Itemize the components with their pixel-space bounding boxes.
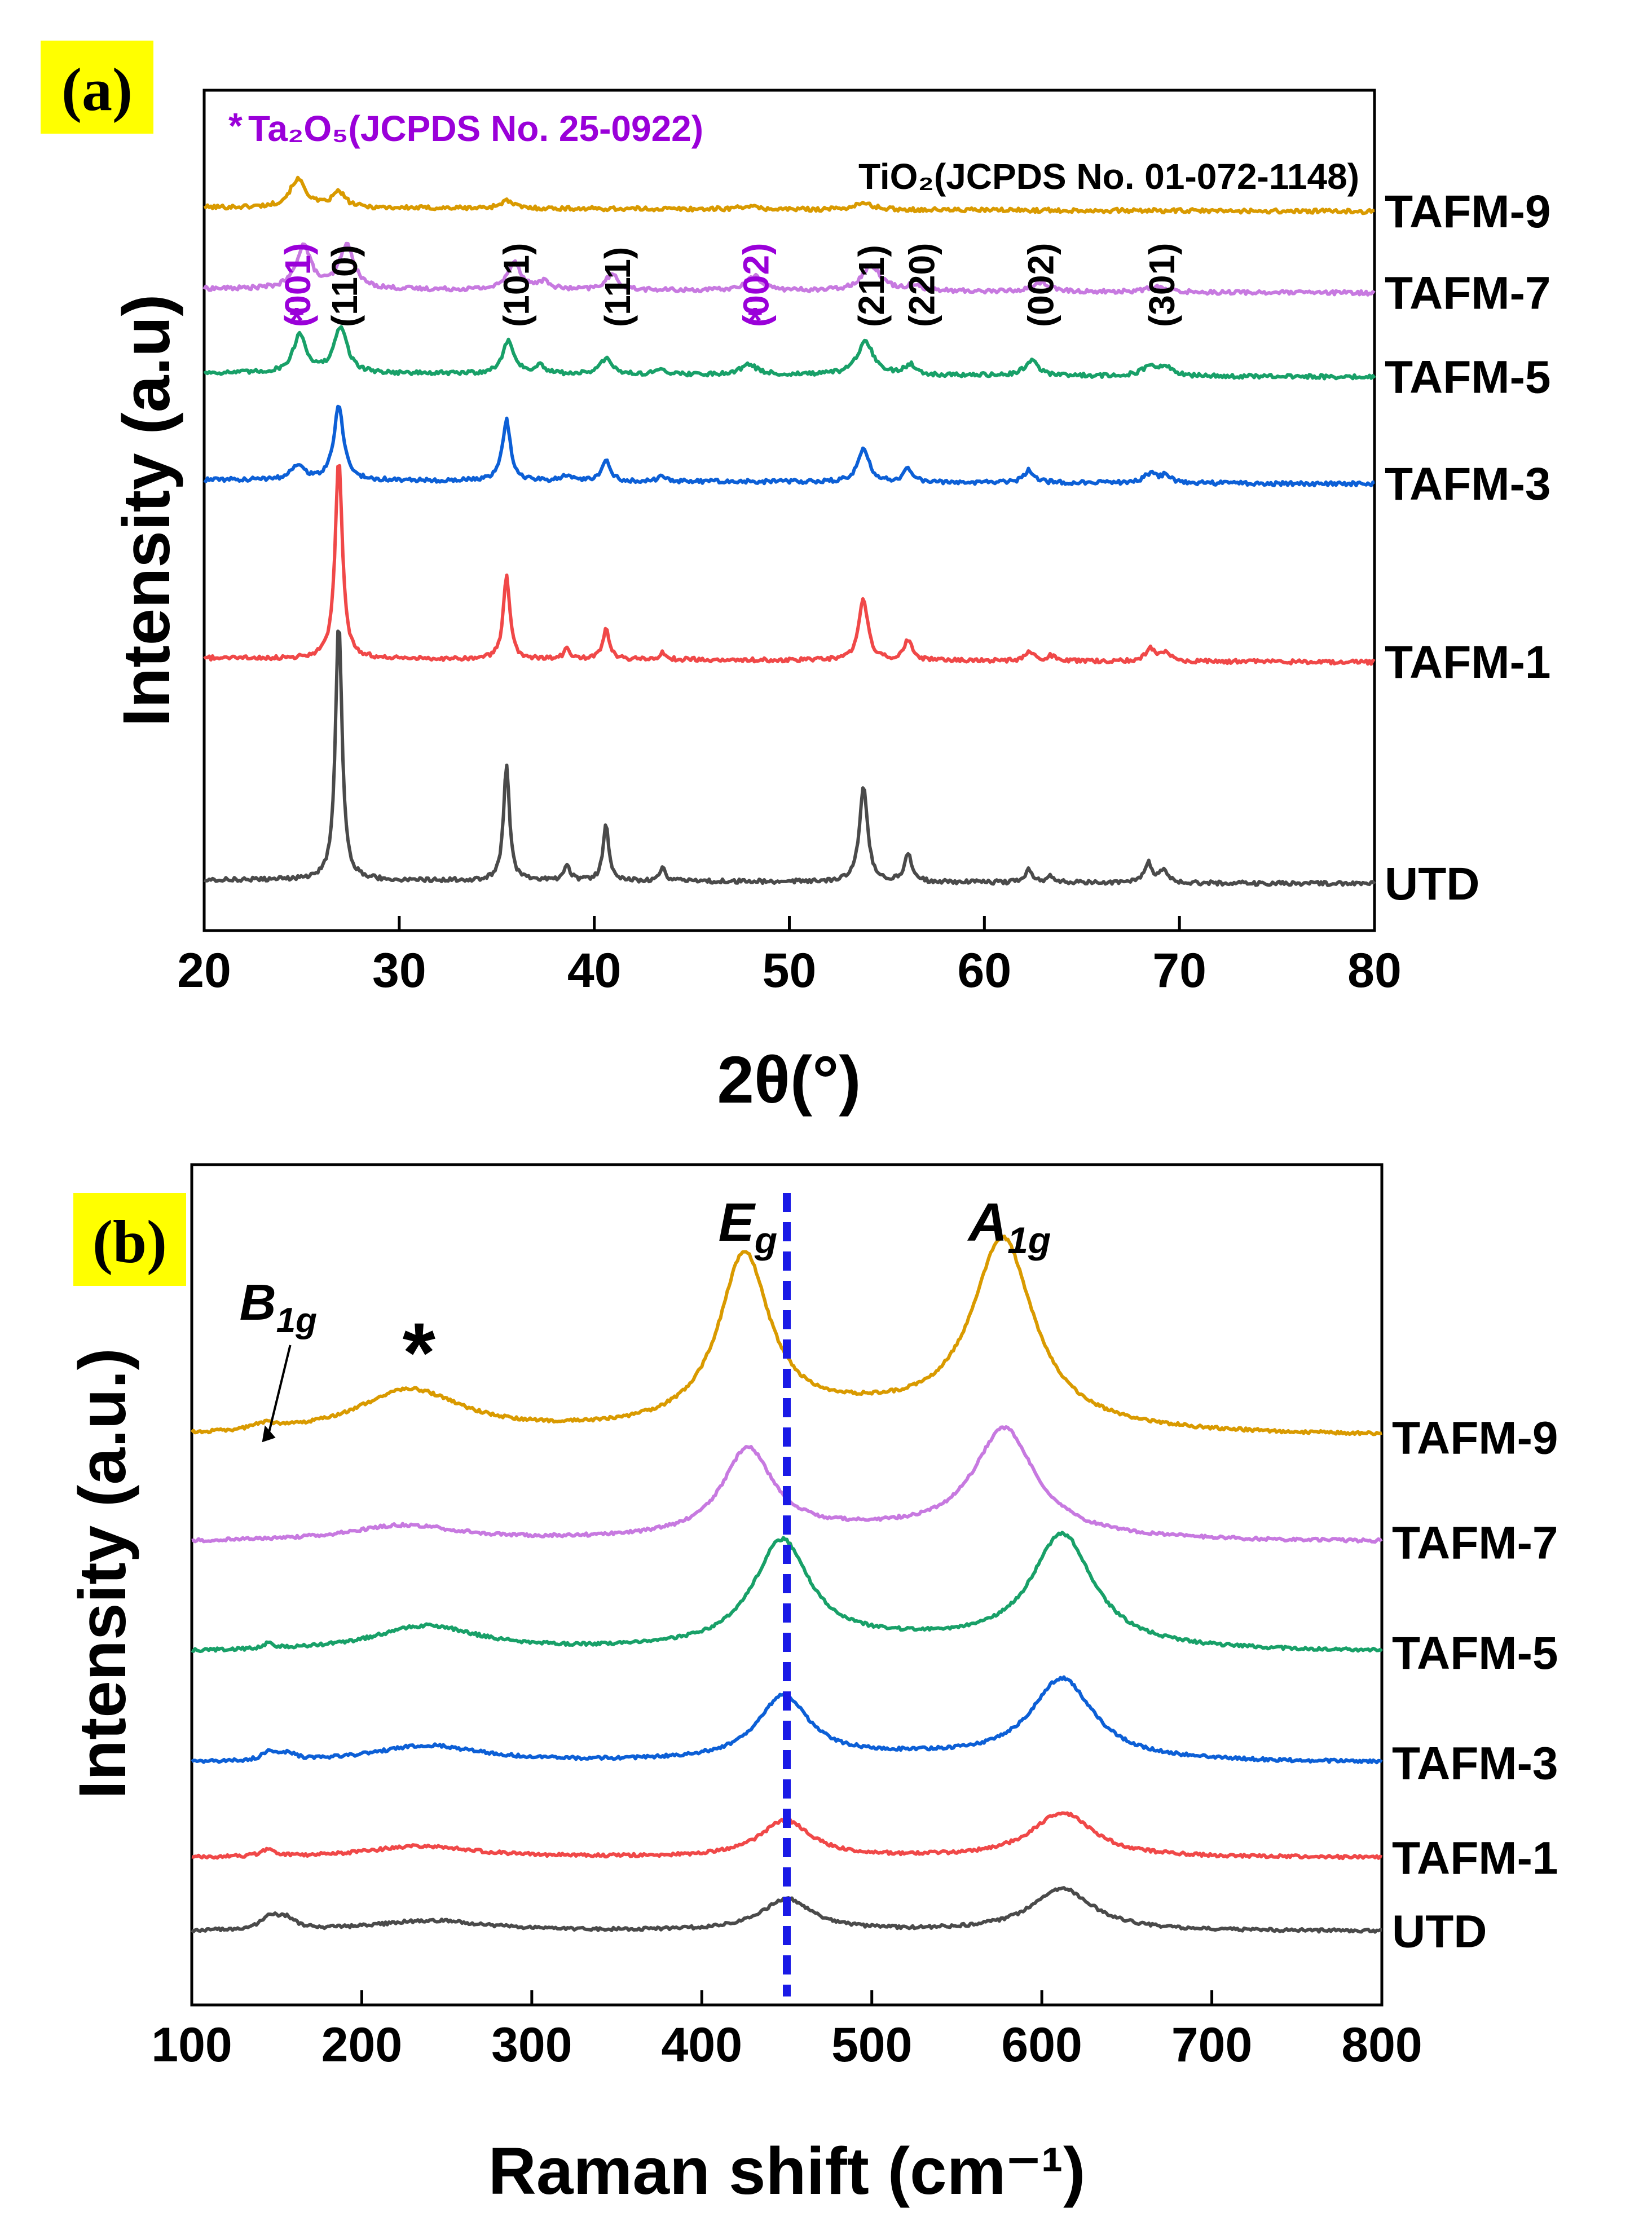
xrd-tick-label-60: 60 xyxy=(957,944,1011,998)
panel-a: (a) 20 30 40 50 60 70 80 TAFM-9TAFM-7TAFM-5TAF… xyxy=(41,41,1551,1117)
xrd-line-tafm-1 xyxy=(203,464,1376,666)
b1g-label: B1g xyxy=(240,1275,317,1340)
xrd-label-tafm-7: TAFM-7 xyxy=(1385,267,1551,319)
xrd-line-tafm-7 xyxy=(202,241,1376,297)
panel-a-series-labels: TAFM-9 TAFM-7 TAFM-5 TAFM-3 TAFM-1 UTD xyxy=(1385,186,1551,910)
a1g-label-sub: 1g xyxy=(1007,1219,1051,1261)
panel-a-plot-frame xyxy=(202,89,1376,932)
panel-b-plot-frame xyxy=(190,1163,1384,2007)
phase-star-0: * xyxy=(290,300,304,341)
raman-tick-label-800: 800 xyxy=(1341,2018,1422,2072)
star-label: * xyxy=(403,1305,436,1400)
raman-label-tafm-1: TAFM-1 xyxy=(1392,1832,1558,1884)
panel-a-series-group xyxy=(202,175,1376,887)
raman-tick-label-100: 100 xyxy=(151,2018,232,2072)
xrd-tick-label-30: 30 xyxy=(372,944,426,998)
eg-label: Eg xyxy=(719,1192,777,1261)
xrd-tick-label-70: 70 xyxy=(1152,944,1206,998)
raman-label-utd: UTD xyxy=(1392,1906,1487,1958)
panel-b: (b) 100 200 300 400 500 600 700 800 TAFM-9TAFM-… xyxy=(65,1163,1558,2209)
xrd-line-tafm-9 xyxy=(203,175,1375,215)
phase-label-8: (301) xyxy=(1142,243,1182,327)
phase-label-1: (110) xyxy=(324,245,365,327)
panel-b-y-axis-title: Intensity (a.u.) xyxy=(65,1348,140,1799)
xrd-label-utd: UTD xyxy=(1385,858,1480,910)
panel-a-phase-labels: (001)* (110) (101) (111) (002)* (211) (220) (00… xyxy=(277,243,1182,341)
phase-label-5: (211) xyxy=(851,245,892,327)
raman-tick-label-500: 500 xyxy=(831,2018,913,2072)
xrd-tick-label-80: 80 xyxy=(1347,944,1402,998)
phase-label-6: (220) xyxy=(902,243,942,327)
panel-a-tag-bg xyxy=(41,41,153,134)
raman-label-tafm-5: TAFM-5 xyxy=(1392,1628,1558,1679)
raman-label-tafm-7: TAFM-7 xyxy=(1392,1518,1558,1569)
raman-tick-label-600: 600 xyxy=(1001,2018,1082,2072)
phase-label-7: (002) xyxy=(1021,243,1061,327)
xrd-tick-label-50: 50 xyxy=(763,944,817,998)
raman-line-tafm-3 xyxy=(191,1675,1383,1765)
panel-b-tag-bg xyxy=(73,1193,186,1286)
panel-a-tag: (a) xyxy=(61,56,133,124)
panel-b-x-ticks: 100 200 300 400 500 600 700 800 xyxy=(151,1990,1422,2072)
panel-a-x-axis-title: 2θ(°) xyxy=(717,1043,861,1117)
raman-tick-label-300: 300 xyxy=(491,2018,572,2072)
raman-line-tafm-5 xyxy=(191,1531,1384,1654)
panel-a-y-axis-title: Intensity (a.u) xyxy=(109,294,184,726)
raman-tick-label-700: 700 xyxy=(1171,2018,1253,2072)
b1g-label-main: B xyxy=(240,1275,276,1331)
raman-label-tafm-3: TAFM-3 xyxy=(1392,1738,1558,1790)
xrd-label-tafm-5: TAFM-5 xyxy=(1385,351,1551,403)
phase-label-4: (002) xyxy=(736,243,777,327)
eg-label-sub: g xyxy=(754,1219,777,1261)
panel-a-x-ticks: 20 30 40 50 60 70 80 xyxy=(177,916,1402,998)
xrd-tick-label-40: 40 xyxy=(567,944,622,998)
phase-label-2: (101) xyxy=(496,243,536,327)
legend-ta2o5: Ta₂O₅(JCPDS No. 25-0922) xyxy=(248,108,703,149)
eg-label-main: E xyxy=(719,1192,756,1253)
b1g-arrowhead xyxy=(262,1425,276,1443)
xrd-label-tafm-9: TAFM-9 xyxy=(1385,186,1551,237)
phase-label-3: (111) xyxy=(597,247,638,327)
legend-tio2: TiO₂(JCPDS No. 01-072-1148) xyxy=(858,156,1359,197)
raman-tick-label-200: 200 xyxy=(321,2018,403,2072)
xrd-line-tafm-3 xyxy=(203,404,1375,488)
panel-b-annotations: Eg A1g B1g * xyxy=(240,1192,1051,1443)
xrd-line-utd xyxy=(203,629,1376,887)
panel-b-tag: (b) xyxy=(92,1209,167,1276)
xrd-tick-label-20: 20 xyxy=(177,944,231,998)
phase-star-4: * xyxy=(748,300,762,341)
xrd-label-tafm-1: TAFM-1 xyxy=(1385,637,1551,688)
a1g-label-main: A xyxy=(967,1192,1007,1253)
panel-a-legend: * Ta₂O₅(JCPDS No. 25-0922) TiO₂(JCPDS No… xyxy=(228,105,1359,197)
panel-b-series-labels: TAFM-9 TAFM-7 TAFM-5 TAFM-3 TAFM-1 UTD xyxy=(1392,1412,1558,1957)
phase-label-0: (001) xyxy=(277,243,318,327)
raman-label-tafm-9: TAFM-9 xyxy=(1392,1412,1558,1464)
a1g-label: A1g xyxy=(967,1192,1051,1261)
xrd-label-tafm-3: TAFM-3 xyxy=(1385,459,1551,510)
b1g-label-sub: 1g xyxy=(276,1301,317,1340)
legend-ta2o5-star: * xyxy=(228,105,243,146)
xrd-line-tafm-5 xyxy=(203,325,1376,381)
b1g-arrow xyxy=(266,1345,292,1438)
raman-tick-label-400: 400 xyxy=(662,2018,743,2072)
panel-b-x-axis-title: Raman shift (cm⁻¹) xyxy=(488,2134,1086,2209)
